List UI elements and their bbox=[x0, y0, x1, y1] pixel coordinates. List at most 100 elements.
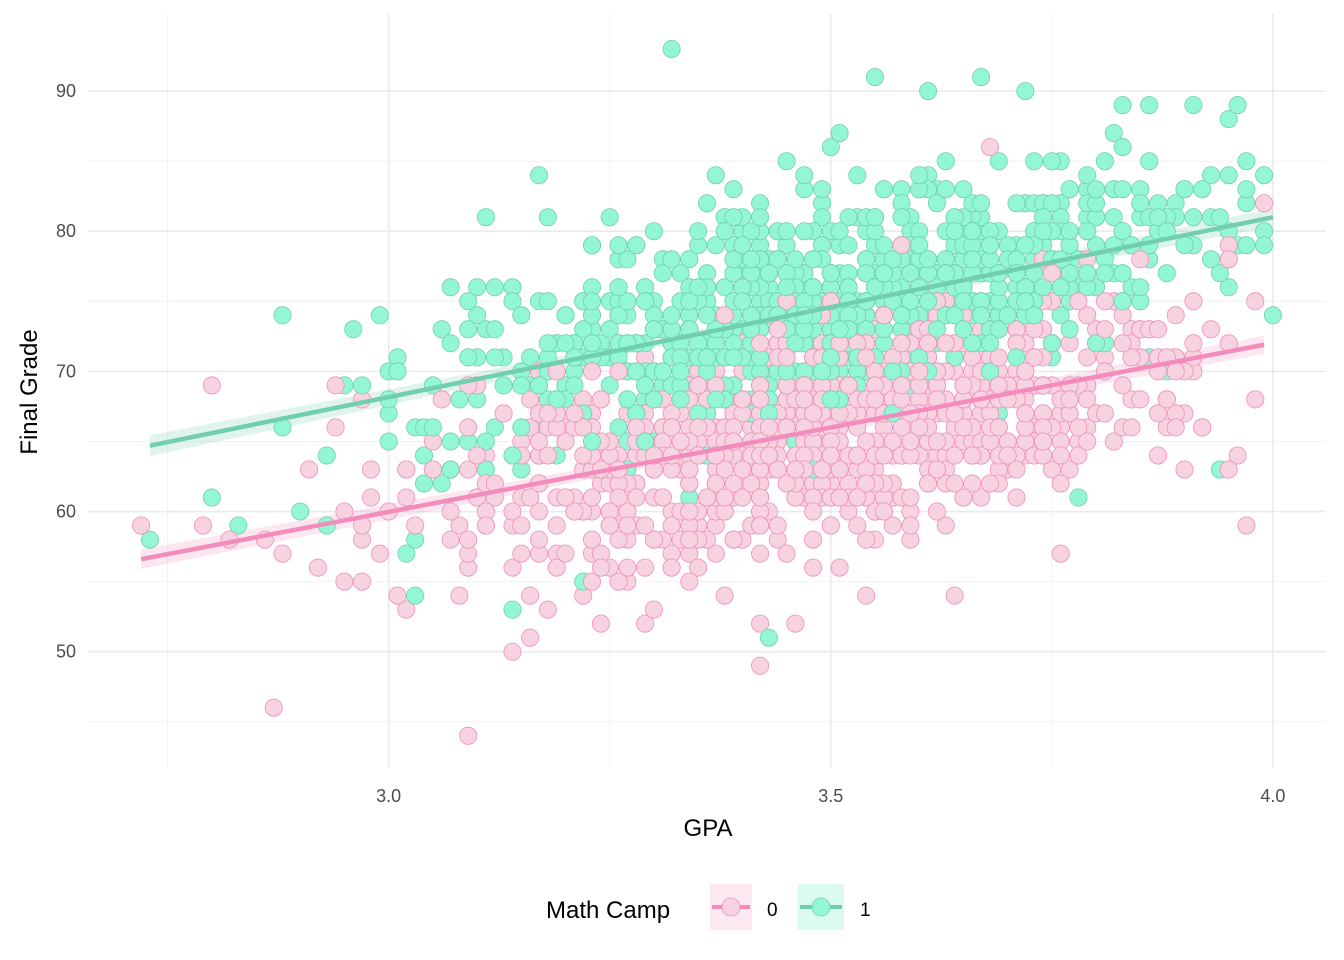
point-series-1 bbox=[521, 348, 540, 367]
point-series-1 bbox=[441, 460, 460, 479]
point-series-0 bbox=[680, 460, 699, 479]
point-series-1 bbox=[1087, 180, 1106, 199]
point-series-0 bbox=[397, 488, 416, 507]
point-series-1 bbox=[883, 362, 902, 381]
point-series-1 bbox=[512, 418, 531, 437]
point-series-1 bbox=[1184, 208, 1203, 227]
point-series-1 bbox=[910, 166, 929, 185]
point-series-0 bbox=[972, 488, 991, 507]
point-series-1 bbox=[1051, 278, 1070, 297]
point-series-0 bbox=[1157, 390, 1176, 409]
point-series-0 bbox=[981, 138, 1000, 157]
point-series-0 bbox=[671, 432, 690, 451]
point-series-0 bbox=[768, 460, 787, 479]
point-series-0 bbox=[919, 474, 938, 493]
point-series-0 bbox=[361, 460, 380, 479]
point-series-0 bbox=[1095, 320, 1114, 339]
point-series-1 bbox=[821, 264, 840, 283]
point-series-0 bbox=[538, 446, 557, 465]
point-series-0 bbox=[954, 418, 973, 437]
point-series-1 bbox=[724, 208, 743, 227]
point-series-1 bbox=[485, 278, 504, 297]
point-series-0 bbox=[335, 572, 354, 591]
point-series-1 bbox=[1042, 194, 1061, 213]
point-series-1 bbox=[724, 180, 743, 199]
point-series-1 bbox=[998, 306, 1017, 325]
point-series-1 bbox=[1025, 152, 1044, 171]
point-series-0 bbox=[361, 488, 380, 507]
point-series-1 bbox=[636, 376, 655, 395]
point-series-1 bbox=[1016, 82, 1035, 101]
point-series-0 bbox=[927, 460, 946, 479]
point-series-1 bbox=[1042, 334, 1061, 353]
point-series-1 bbox=[981, 362, 1000, 381]
y-tick-label: 80 bbox=[56, 221, 76, 241]
point-series-1 bbox=[662, 250, 681, 269]
point-series-0 bbox=[786, 460, 805, 479]
point-series-0 bbox=[1113, 334, 1132, 353]
point-series-1 bbox=[583, 292, 602, 311]
point-series-1 bbox=[1060, 222, 1079, 241]
point-series-0 bbox=[583, 362, 602, 381]
point-series-1 bbox=[662, 306, 681, 325]
point-series-0 bbox=[503, 558, 522, 577]
point-series-0 bbox=[644, 530, 663, 549]
point-series-0 bbox=[459, 530, 478, 549]
point-series-1 bbox=[485, 320, 504, 339]
point-series-0 bbox=[512, 544, 531, 563]
point-series-1 bbox=[698, 194, 717, 213]
point-series-0 bbox=[839, 376, 858, 395]
point-series-1 bbox=[989, 152, 1008, 171]
point-series-1 bbox=[441, 278, 460, 297]
point-series-0 bbox=[919, 334, 938, 353]
point-series-1 bbox=[927, 194, 946, 213]
point-series-1 bbox=[751, 208, 770, 227]
point-series-0 bbox=[521, 586, 540, 605]
point-series-1 bbox=[1113, 138, 1132, 157]
point-series-0 bbox=[468, 446, 487, 465]
point-series-1 bbox=[583, 432, 602, 451]
point-series-1 bbox=[459, 320, 478, 339]
point-series-1 bbox=[742, 250, 761, 269]
point-series-0 bbox=[883, 432, 902, 451]
point-series-0 bbox=[591, 558, 610, 577]
point-series-0 bbox=[954, 488, 973, 507]
point-series-1 bbox=[1113, 96, 1132, 115]
point-series-0 bbox=[609, 362, 628, 381]
point-series-1 bbox=[706, 236, 725, 255]
point-series-0 bbox=[927, 502, 946, 521]
point-series-1 bbox=[414, 446, 433, 465]
point-series-0 bbox=[583, 488, 602, 507]
point-series-0 bbox=[901, 516, 920, 535]
point-series-1 bbox=[742, 222, 761, 241]
point-series-0 bbox=[857, 474, 876, 493]
point-series-1 bbox=[1016, 292, 1035, 311]
point-series-1 bbox=[954, 292, 973, 311]
point-series-0 bbox=[193, 516, 212, 535]
point-series-1 bbox=[609, 236, 628, 255]
point-series-1 bbox=[1149, 208, 1168, 227]
point-series-0 bbox=[698, 488, 717, 507]
point-series-1 bbox=[689, 222, 708, 241]
point-series-1 bbox=[653, 362, 672, 381]
point-series-0 bbox=[874, 306, 893, 325]
point-series-0 bbox=[680, 502, 699, 521]
point-series-1 bbox=[706, 390, 725, 409]
point-series-1 bbox=[140, 530, 159, 549]
point-series-0 bbox=[397, 600, 416, 619]
point-series-1 bbox=[1095, 264, 1114, 283]
point-series-0 bbox=[795, 390, 814, 409]
point-series-1 bbox=[202, 488, 221, 507]
legend: Math Camp 0 1 bbox=[546, 884, 871, 930]
point-series-1 bbox=[1210, 208, 1229, 227]
point-series-1 bbox=[397, 544, 416, 563]
point-series-1 bbox=[786, 334, 805, 353]
point-series-1 bbox=[476, 432, 495, 451]
point-series-0 bbox=[1016, 404, 1035, 423]
point-series-1 bbox=[503, 600, 522, 619]
point-series-1 bbox=[406, 586, 425, 605]
point-series-0 bbox=[1095, 404, 1114, 423]
point-series-0 bbox=[804, 558, 823, 577]
point-series-1 bbox=[618, 250, 637, 269]
